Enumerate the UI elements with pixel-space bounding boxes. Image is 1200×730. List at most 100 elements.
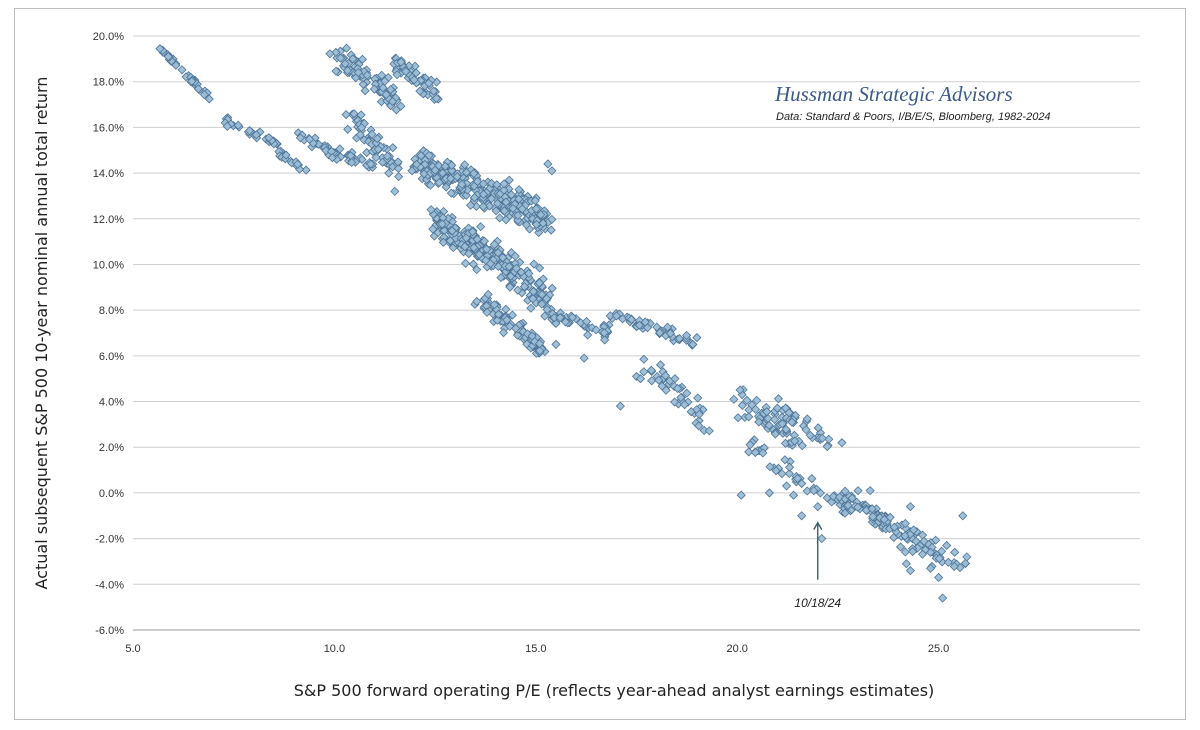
data-point [478,202,488,212]
data-point [393,157,403,167]
data-point [390,186,400,196]
data-point [605,311,615,321]
data-point [341,110,351,120]
data-point [837,438,847,448]
data-point [447,160,457,170]
data-point [527,214,538,224]
data-point [531,204,541,214]
data-point [889,522,899,532]
data-point [896,542,906,552]
source-note: Data: Standard & Poors, I/B/E/S, Bloombe… [776,111,1051,123]
data-point [817,534,827,544]
x-tick-label: 5.0 [125,643,140,655]
data-point [840,508,850,518]
grid-lines [133,35,1140,631]
data-point [526,303,536,313]
data-point [469,243,479,253]
data-point [384,168,394,178]
data-point [809,486,819,496]
data-point [735,385,745,395]
data-point [900,531,910,541]
data-point [394,172,404,182]
y-tick-label: 12.0% [93,214,124,226]
data-point [523,329,533,339]
y-tick-label: 20.0% [93,31,124,43]
data-point [386,85,396,95]
data-point [909,525,919,535]
data-point [536,210,546,220]
data-point [754,417,764,427]
data-point [615,401,625,411]
data-point [599,328,609,338]
data-point [457,179,467,189]
data-point [434,177,444,188]
data-point [355,130,365,140]
data-point [611,311,622,321]
data-point [865,486,875,496]
data-point [516,267,526,277]
data-point [476,222,486,232]
data-point [758,448,768,458]
data-point [943,557,953,567]
data-point [373,144,383,154]
data-point [424,78,434,88]
data-point [362,70,372,80]
data-point [378,83,388,93]
data-point [744,447,754,457]
data-point [281,150,291,160]
data-point [688,339,698,349]
y-tick-label: 16.0% [93,122,124,134]
data-point [665,328,676,339]
data-point [960,558,970,568]
data-point [193,84,203,94]
data-point [639,354,649,364]
data-point [567,312,578,323]
data-point [331,66,341,76]
data-point [177,65,187,75]
data-point [908,546,918,557]
data-point [535,346,545,356]
data-point [496,273,506,283]
data-point [482,244,492,254]
y-tick-label: 10.0% [93,259,124,271]
data-point [369,84,379,94]
data-point [655,328,665,338]
data-point [581,316,592,327]
data-point [513,285,523,295]
data-point [493,248,503,258]
data-point [327,153,337,163]
data-point [692,333,702,343]
data-point [591,325,601,335]
data-point [654,375,664,385]
brand-title: Hussman Strategic Advisors [774,82,1013,106]
data-point [187,76,197,86]
data-point [472,234,482,244]
data-point [744,412,754,422]
data-point [492,180,502,190]
data-point [958,511,968,521]
data-point [416,151,426,161]
data-point [530,196,540,206]
x-tick-label: 20.0 [726,643,747,655]
data-point [931,535,941,545]
data-point [479,236,489,246]
data-point [781,481,792,491]
data-point [504,261,514,272]
data-point [428,224,438,234]
data-point [853,486,863,496]
data-point [371,152,381,163]
data-point [424,150,434,161]
data-point [431,93,441,103]
data-point [640,317,650,327]
data-point [163,52,173,62]
data-point [325,49,335,59]
data-point [501,197,511,207]
data-point [447,166,457,176]
data-point [340,59,350,69]
data-point [762,407,772,417]
data-point [491,206,501,216]
data-point [771,466,781,476]
annotation-label: 10/18/24 [794,596,841,610]
data-point [662,322,673,332]
x-tick-label: 10.0 [324,643,345,655]
